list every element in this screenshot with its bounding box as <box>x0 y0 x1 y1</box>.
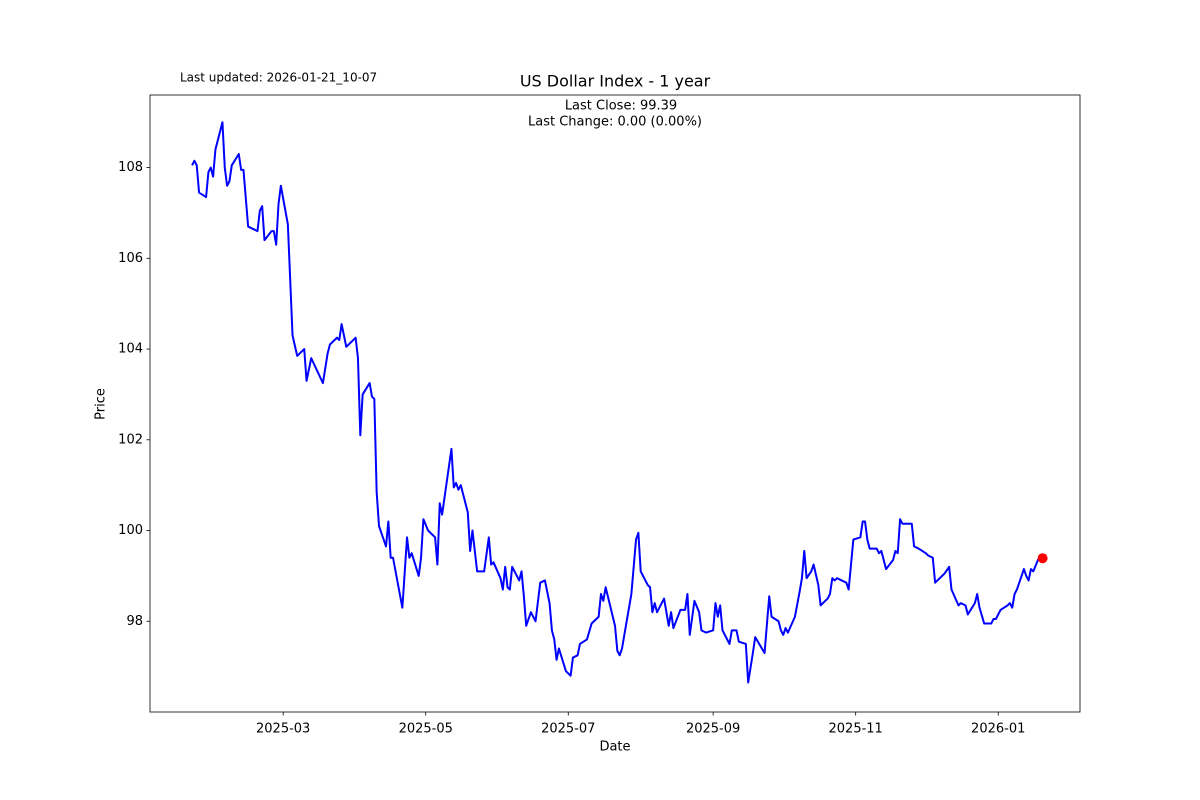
x-tick-label: 2025-03 <box>256 722 310 737</box>
y-tick-label: 104 <box>118 342 143 357</box>
last-close-marker <box>1037 553 1048 564</box>
x-axis-label: Date <box>599 740 630 755</box>
price-line <box>191 121 1043 684</box>
x-tick-label: 2025-09 <box>686 722 740 737</box>
y-tick-label: 102 <box>118 432 143 447</box>
annotation: Last Close: 99.39 <box>565 99 677 114</box>
x-tick-label: 2025-05 <box>399 722 453 737</box>
y-tick-label: 108 <box>118 160 143 175</box>
x-tick-label: 2025-07 <box>541 722 595 737</box>
x-tick-label: 2025-11 <box>829 722 883 737</box>
y-tick-label: 106 <box>118 251 143 266</box>
x-tick-label: 2026-01 <box>971 722 1025 737</box>
annotation: Last Change: 0.00 (0.00%) <box>528 115 702 130</box>
chart-title: US Dollar Index - 1 year <box>520 72 711 91</box>
y-tick-label: 100 <box>118 523 143 538</box>
y-axis-label: Price <box>94 388 109 420</box>
last-updated-note: Last updated: 2026-01-21_10-07 <box>180 71 377 85</box>
y-tick-label: 98 <box>126 614 143 629</box>
plot-frame <box>149 94 1081 713</box>
